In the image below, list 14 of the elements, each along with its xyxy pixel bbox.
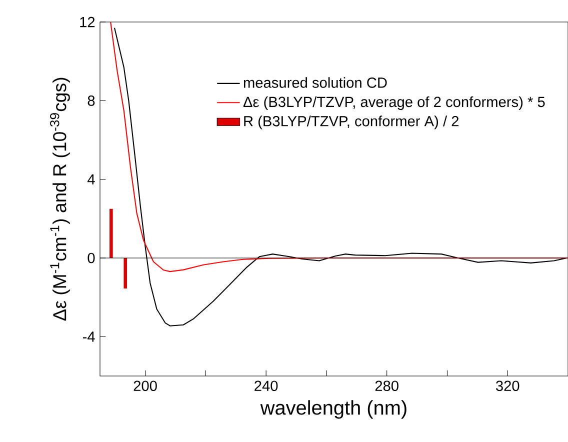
x-tick-label: 240 xyxy=(254,380,278,392)
y-tick-label: -4 xyxy=(82,332,95,342)
y-tick-label: 4 xyxy=(88,174,95,184)
x-tick-label: 280 xyxy=(375,380,398,392)
x-axis-title: wavelength (nm) xyxy=(260,400,406,419)
y-tick-label: 12 xyxy=(80,16,95,28)
x-tick-label: 200 xyxy=(134,380,157,392)
y-tick-label: 8 xyxy=(88,96,95,106)
legend-label: measured solution CD xyxy=(244,77,387,88)
legend-label: R (B3LYP/TZVP, conformer A) / 2 xyxy=(244,116,459,130)
y-tick-label: 0 xyxy=(88,252,95,264)
legend-label: Δε (B3LYP/TZVP, average of 2 conformers) * 5 xyxy=(243,96,545,110)
x-tick-label: 320 xyxy=(496,380,520,392)
y-axis-title: Δε (M$^{-1}$cm$^{-1}$) and R (10$^{-39}$cgs) xyxy=(50,78,70,321)
